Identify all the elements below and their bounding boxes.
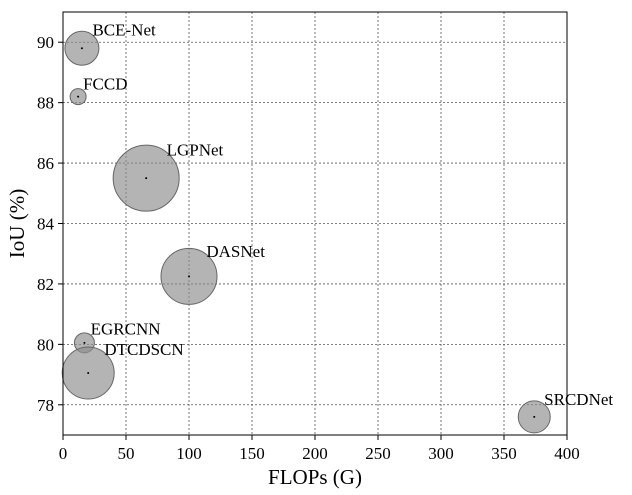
bubble-center-dot xyxy=(145,177,148,180)
bubble-center-dot xyxy=(188,275,190,278)
grid-lines xyxy=(63,12,567,435)
y-tick-label: 84 xyxy=(37,215,55,234)
y-tick-label: 88 xyxy=(37,94,54,113)
y-axis-ticks: 78 80 82 84 86 88 90 xyxy=(37,33,63,415)
x-tick-label: 350 xyxy=(491,444,517,463)
bubble-center-dot xyxy=(87,372,90,375)
x-tick-label: 400 xyxy=(554,444,580,463)
point-label-egrcnn: EGRCNN xyxy=(91,320,161,339)
bubble-center-dot xyxy=(83,341,86,344)
x-tick-label: 100 xyxy=(176,444,202,463)
y-tick-label: 82 xyxy=(37,275,54,294)
y-tick-label: 78 xyxy=(37,396,54,415)
x-tick-label: 0 xyxy=(59,444,68,463)
x-tick-label: 250 xyxy=(365,444,391,463)
point-label-dasnet: DASNet xyxy=(206,242,265,261)
y-tick-label: 90 xyxy=(37,33,54,52)
point-label-fccd: FCCD xyxy=(83,75,127,94)
point-label-dtcdscn: DTCDSCN xyxy=(104,340,183,359)
point-label-srcdnet: SRCDNet xyxy=(544,390,613,409)
bubble-center-dot xyxy=(77,95,80,98)
bubble-center-dot xyxy=(80,47,83,50)
bubble-series xyxy=(61,30,551,434)
bubble-center-dot xyxy=(533,415,536,418)
x-tick-label: 150 xyxy=(239,444,265,463)
point-label-bce-net: BCE-Net xyxy=(92,21,156,40)
y-tick-label: 86 xyxy=(37,154,54,173)
y-tick-label: 80 xyxy=(37,335,54,354)
x-tick-label: 50 xyxy=(118,444,135,463)
x-tick-label: 300 xyxy=(428,444,454,463)
x-axis-ticks: 0 50 100 150 200 250 300 350 400 xyxy=(59,435,580,463)
y-axis-title: IoU (%) xyxy=(5,189,29,258)
x-axis-title: FLOPs (G) xyxy=(268,465,362,489)
x-tick-label: 200 xyxy=(302,444,328,463)
point-label-lgpnet: LGPNet xyxy=(167,141,224,160)
